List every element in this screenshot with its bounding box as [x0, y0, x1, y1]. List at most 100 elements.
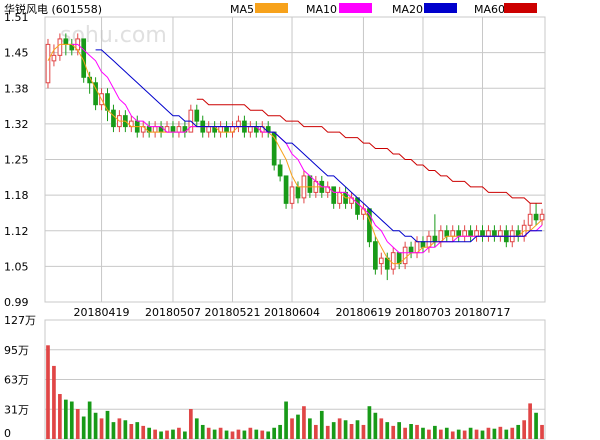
- volume-bar: [385, 422, 390, 439]
- candle-body-up: [152, 126, 158, 133]
- volume-bar: [153, 429, 157, 439]
- volume-bar: [52, 365, 56, 439]
- candle-body-down: [224, 126, 229, 133]
- volume-bar: [147, 427, 152, 439]
- volume-bar: [165, 430, 169, 439]
- volume-bar: [99, 418, 104, 439]
- price-tick-label: 1.12: [4, 225, 29, 238]
- price-tick-label: 1.18: [4, 189, 29, 202]
- volume-bar: [391, 425, 396, 439]
- legend-ma5-label: MA5: [230, 3, 254, 16]
- candle-body-up: [236, 120, 241, 128]
- volume-bar: [450, 431, 455, 439]
- legend-ma5-swatch: [255, 3, 288, 13]
- candle-body-down: [444, 230, 450, 237]
- legend-ma60-swatch: [504, 3, 537, 13]
- legend-ma20-label: MA20: [392, 3, 423, 16]
- legend-ma20-swatch: [424, 3, 457, 13]
- date-tick-label: 20180619: [335, 306, 391, 319]
- candle-body-up: [450, 230, 456, 237]
- volume-bar: [486, 427, 491, 439]
- volume-bar: [325, 425, 330, 439]
- volume-tick-label: 127万: [4, 314, 36, 327]
- volume-bar: [355, 420, 360, 439]
- grid: [44, 16, 546, 440]
- volume-bar: [177, 427, 181, 439]
- volume-bar: [46, 345, 50, 439]
- candle-body-up: [176, 126, 182, 133]
- ma60-line: [196, 98, 542, 204]
- ma20-line: [95, 49, 542, 243]
- candle-body-down: [277, 164, 283, 177]
- price-tick-label: 1.32: [4, 118, 29, 131]
- volume-bar: [63, 399, 68, 439]
- candle-body-down: [355, 197, 360, 215]
- legend: MA5 MA10 MA20 MA60: [230, 3, 537, 16]
- volume-bar: [254, 429, 259, 439]
- volume-bar: [492, 428, 497, 439]
- volume-bar: [438, 429, 443, 439]
- volume-bar: [397, 422, 402, 439]
- volume-bar: [135, 422, 140, 439]
- volume-bar: [349, 424, 354, 439]
- volume-bar: [373, 412, 378, 439]
- price-tick-label: 1.05: [4, 260, 29, 273]
- volume-bar: [266, 431, 271, 439]
- volume-bar: [480, 430, 485, 439]
- price-tick-label: 1.51: [4, 11, 29, 24]
- date-tick-label: 20180507: [145, 306, 201, 319]
- volume-bar: [415, 424, 419, 439]
- volume-bar: [534, 412, 538, 439]
- candle-body-up: [45, 43, 51, 84]
- volume-bar: [284, 401, 288, 439]
- volume-bar: [230, 431, 235, 439]
- axes: 1.51 1.45 1.38 1.32 1.25 1.18 1.12 1.05 0.99 2018…: [4, 11, 511, 440]
- volume-bar: [302, 406, 306, 439]
- volume-bar: [337, 418, 342, 439]
- candle-body-up: [289, 186, 295, 204]
- candle-body-up: [486, 230, 491, 237]
- volume-bar: [504, 429, 509, 439]
- volume-bar: [194, 418, 199, 439]
- volume-bar: [111, 422, 116, 439]
- volume-bar: [528, 403, 532, 439]
- volume-bar: [93, 412, 98, 439]
- volume-bar: [141, 425, 146, 439]
- candle-body-down: [408, 246, 414, 254]
- ma10-line: [71, 43, 543, 254]
- candle-body-up: [390, 252, 396, 270]
- volume-bar: [236, 429, 241, 439]
- date-tick-label: 20180604: [264, 306, 320, 319]
- volume-bar: [218, 427, 223, 439]
- volume-bar: [296, 414, 300, 439]
- candle-body-down: [170, 126, 176, 133]
- volume-bar: [540, 424, 544, 439]
- volume-bar: [188, 409, 193, 439]
- volume-bar: [242, 430, 247, 439]
- volume-bar: [105, 410, 110, 439]
- volume-bar: [212, 429, 217, 439]
- volume-bar: [248, 427, 253, 439]
- volume-bar: [379, 418, 384, 439]
- volume-tick-label: 31万: [4, 403, 29, 416]
- volume-bar: [123, 420, 128, 439]
- volume-bar: [522, 420, 527, 439]
- volume-bar: [308, 418, 312, 439]
- volume-bar: [468, 427, 473, 439]
- volume-bars: [46, 345, 544, 439]
- candle-body-up: [474, 230, 479, 237]
- volume-bar: [444, 427, 449, 439]
- candle-body-up: [462, 230, 467, 237]
- volume-bar: [290, 418, 294, 439]
- date-tick-label: 20180521: [205, 306, 261, 319]
- volume-tick-label: 95万: [4, 344, 29, 357]
- volume-bar: [69, 401, 74, 439]
- volume-bar: [129, 424, 134, 439]
- candle-body-up: [527, 213, 533, 226]
- candle-body-down: [283, 175, 289, 204]
- volume-bar: [331, 422, 336, 439]
- price-tick-label: 0.99: [4, 296, 29, 309]
- volume-bar: [498, 426, 503, 439]
- moving-average-lines: [47, 43, 543, 265]
- volume-bar: [87, 401, 92, 439]
